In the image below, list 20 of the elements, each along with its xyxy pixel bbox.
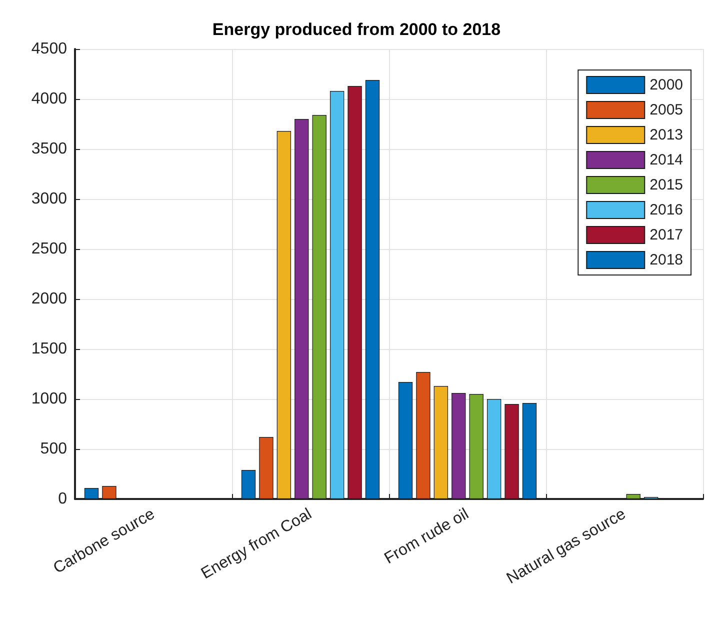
y-tick-label: 500: [40, 440, 68, 458]
legend-label: 2017: [650, 226, 684, 244]
chart-title: Energy produced from 2000 to 2018: [212, 20, 501, 39]
y-tick-label: 1500: [31, 340, 68, 358]
y-tick-label: 2500: [31, 240, 68, 258]
legend-label: 2014: [650, 152, 684, 168]
x-tick-label: From rude oil: [382, 506, 472, 568]
legend-label: 2015: [650, 176, 684, 194]
y-tick-label: 4500: [31, 40, 68, 58]
y-tick-label: 2000: [31, 290, 68, 308]
y-tick-label: 3500: [31, 140, 68, 158]
y-tick-label: 1000: [31, 390, 68, 408]
y-tick-label: 4000: [31, 90, 68, 108]
legend-label: 2016: [650, 202, 684, 218]
legend-label: 2005: [650, 102, 684, 118]
legend-label: 2013: [650, 126, 684, 144]
legend-label: 2000: [650, 76, 684, 94]
y-tick-label: 3000: [31, 190, 68, 208]
y-tick-label: 0: [58, 490, 68, 508]
legend-label: 2018: [650, 252, 684, 268]
